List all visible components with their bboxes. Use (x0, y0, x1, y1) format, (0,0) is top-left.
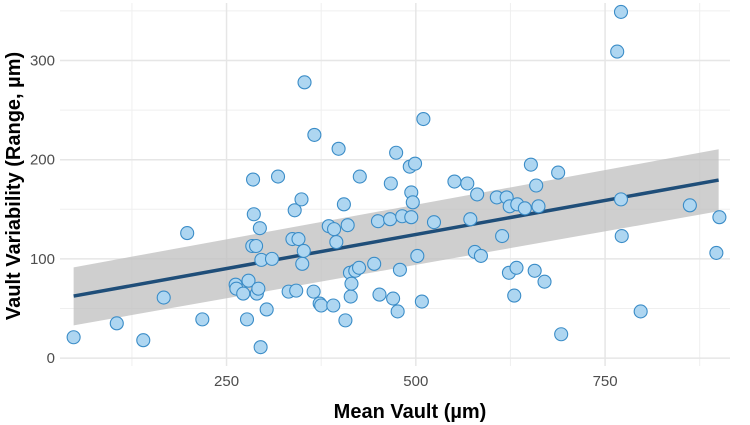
data-point (295, 256, 310, 271)
data-point (338, 313, 353, 328)
data-point (251, 281, 266, 296)
data-point (405, 195, 420, 210)
data-point (404, 210, 419, 225)
data-point (259, 302, 274, 317)
y-axis-title: Vault Variability (Range, µm) (3, 52, 25, 320)
data-point (523, 157, 538, 172)
data-point (180, 226, 195, 241)
data-point (236, 286, 251, 301)
data-point (352, 169, 367, 184)
data-point (156, 290, 171, 305)
data-point (613, 4, 629, 19)
data-point (390, 304, 405, 319)
data-point (136, 333, 151, 348)
data-point (195, 312, 210, 327)
data-point (517, 201, 532, 216)
data-point (470, 187, 485, 202)
data-point (537, 274, 552, 289)
data-point (241, 273, 256, 288)
data-point (246, 207, 261, 222)
data-point (253, 340, 268, 355)
data-point (416, 111, 431, 127)
data-point (326, 298, 341, 313)
y-tick-label: 0 (47, 350, 55, 367)
data-point (386, 291, 401, 306)
data-point (294, 192, 309, 207)
trend-line (73, 178, 719, 298)
data-point (709, 245, 724, 260)
data-point (463, 212, 478, 227)
x-tick-label: 500 (403, 373, 428, 390)
data-point (239, 312, 255, 327)
data-point (270, 169, 286, 184)
data-point (336, 197, 351, 212)
data-point (529, 178, 544, 193)
data-point (329, 234, 344, 250)
data-point (613, 192, 629, 207)
y-tick-label: 300 (30, 53, 55, 70)
data-point (307, 127, 322, 142)
x-axis-title: Mean Vault (µm) (334, 401, 487, 423)
data-point (509, 260, 524, 275)
data-point (392, 262, 407, 277)
data-point (473, 248, 488, 263)
data-point (527, 263, 542, 278)
data-point (389, 145, 404, 160)
y-tick-label: 200 (30, 152, 55, 169)
data-point (551, 165, 566, 180)
data-point (614, 229, 629, 244)
data-point (414, 294, 429, 309)
data-point (264, 251, 280, 266)
data-point (610, 44, 625, 59)
y-tick-label: 100 (30, 251, 55, 268)
data-point (291, 231, 306, 247)
data-point (507, 288, 522, 303)
data-point (531, 199, 546, 214)
data-point (383, 176, 398, 191)
data-point (297, 75, 312, 90)
data-point (109, 316, 124, 331)
data-point (252, 221, 267, 236)
x-tick-label: 750 (593, 373, 618, 390)
data-point (367, 256, 382, 271)
data-point (343, 289, 358, 304)
data-point (344, 276, 359, 291)
data-point (327, 222, 342, 237)
y-tick-labels: 0 100 200 300 (30, 53, 55, 368)
x-tick-label: 250 (214, 373, 239, 390)
data-point (296, 243, 311, 259)
data-point (682, 198, 697, 213)
data-point (383, 212, 398, 227)
x-tick-labels: 250 500 750 (214, 373, 618, 390)
data-point (306, 284, 321, 299)
data-point (351, 260, 367, 275)
data-point (249, 238, 264, 254)
data-point (331, 141, 346, 156)
data-point (289, 283, 304, 298)
data-points (66, 4, 727, 355)
data-point (426, 215, 442, 230)
data-point (460, 176, 475, 191)
data-point (447, 174, 462, 189)
data-point (287, 203, 302, 218)
data-point (66, 330, 81, 345)
data-point (712, 210, 727, 225)
data-point (372, 287, 387, 302)
data-point (246, 172, 261, 187)
data-point (370, 214, 386, 229)
data-point (554, 327, 569, 342)
data-point (495, 229, 510, 244)
data-point (340, 218, 355, 233)
data-point (314, 298, 329, 313)
data-point (408, 156, 423, 171)
data-point (410, 248, 425, 263)
data-point (633, 304, 648, 319)
